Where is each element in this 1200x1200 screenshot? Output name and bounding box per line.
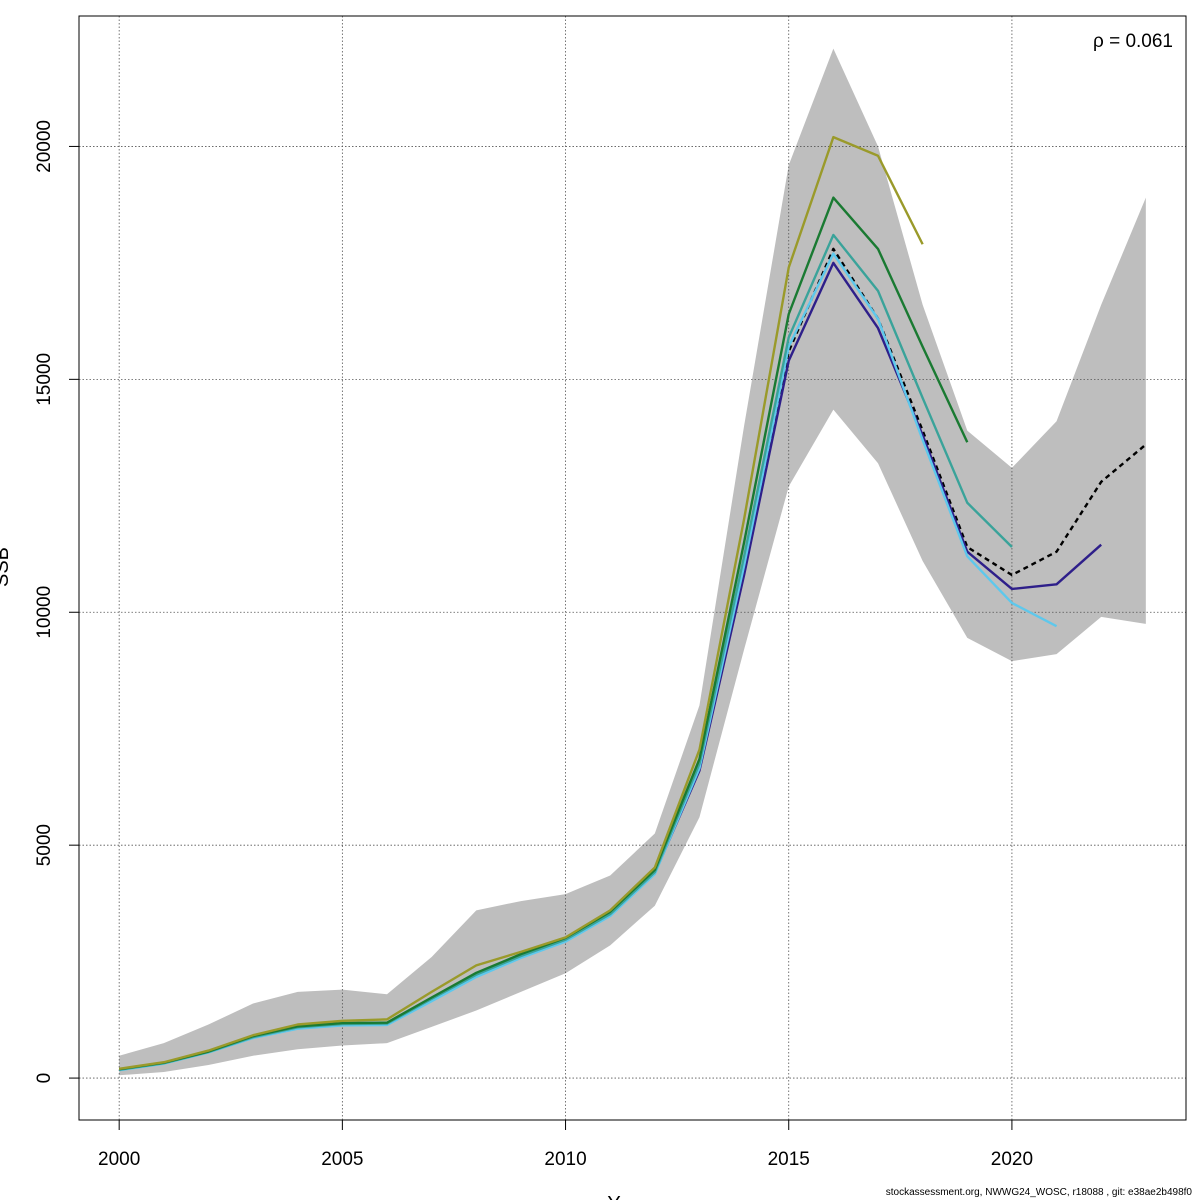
series-line-6 [118, 135, 924, 1070]
x-tick-label-2010: 2010 [544, 1149, 586, 1170]
y-tick-label-0: 0 [34, 1073, 55, 1084]
confidence-band [119, 48, 1146, 1076]
y-tick-label-15000: 15000 [34, 353, 55, 406]
rho-annotation: ρ = 0.061 [1093, 31, 1173, 52]
x-tick-label-2015: 2015 [768, 1149, 810, 1170]
axis-layer: 2000 2005 2010 2015 2020 0 5000 10000 15000 20000 [34, 15, 1187, 1170]
y-tick-label-10000: 10000 [34, 586, 55, 639]
series-line-2 [118, 261, 1102, 1071]
footer-credit: stockassessment.org, NWWG24_WOSC, r18088… [885, 1187, 1192, 1198]
grid-layer [79, 16, 1186, 1120]
y-tick-label-5000: 5000 [34, 824, 55, 866]
x-tick-label-2000: 2000 [98, 1149, 140, 1170]
x-tick-label-2005: 2005 [321, 1149, 363, 1170]
x-tick-label-2020: 2020 [991, 1149, 1033, 1170]
y-axis-title: SSB [0, 547, 13, 587]
series-layer [118, 135, 1147, 1072]
y-tick-label-20000: 20000 [34, 120, 55, 173]
series-line-1 [118, 247, 1147, 1071]
x-axis-title: Y [607, 1193, 620, 1200]
confidence-band-layer [119, 48, 1146, 1076]
